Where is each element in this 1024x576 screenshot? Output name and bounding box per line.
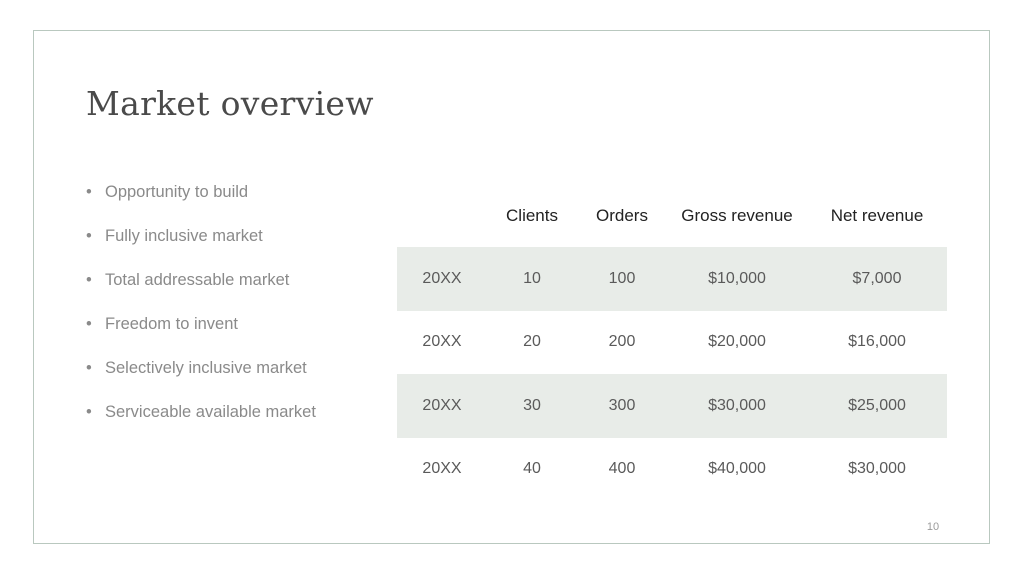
cell-year: 20XX bbox=[397, 374, 487, 438]
bullet-text: Freedom to invent bbox=[105, 315, 238, 333]
cell-clients: 30 bbox=[487, 374, 577, 438]
cell-gross-revenue: $40,000 bbox=[708, 460, 766, 478]
cell-year: 20XX bbox=[422, 460, 462, 478]
cell-orders: 200 bbox=[608, 333, 636, 351]
bullet-list: • Opportunity to build • Fully inclusive m… bbox=[86, 181, 326, 445]
cell-gross-revenue: $30,000 bbox=[667, 374, 807, 438]
bullet-icon: • bbox=[86, 227, 92, 245]
table-row: 20XX 30 300 $30,000 $25,000 bbox=[397, 374, 947, 438]
cell-net-revenue: $7,000 bbox=[807, 247, 947, 311]
bullet-icon: • bbox=[86, 271, 92, 289]
header-net-revenue: Net revenue bbox=[830, 205, 924, 225]
cell-gross-revenue: $10,000 bbox=[667, 247, 807, 311]
cell-orders: 400 bbox=[608, 460, 636, 478]
bullet-icon: • bbox=[86, 403, 92, 421]
cell-orders: 300 bbox=[577, 374, 667, 438]
market-table: Clients Orders Gross revenue Net revenue… bbox=[397, 182, 947, 501]
cell-clients: 10 bbox=[487, 247, 577, 311]
list-item: • Opportunity to build bbox=[86, 181, 326, 203]
bullet-text: Total addressable market bbox=[105, 271, 290, 289]
cell-net-revenue: $30,000 bbox=[848, 460, 906, 478]
header-year bbox=[397, 182, 487, 247]
table-row: 20XX 40 400 $40,000 $30,000 bbox=[397, 438, 947, 502]
header-clients: Clients bbox=[506, 205, 558, 225]
table-row: 20XX 20 200 $20,000 $16,000 bbox=[397, 311, 947, 375]
bullet-text: Fully inclusive market bbox=[105, 227, 263, 245]
slide-frame bbox=[33, 30, 990, 544]
list-item: • Total addressable market bbox=[86, 269, 326, 291]
cell-year: 20XX bbox=[397, 247, 487, 311]
bullet-text: Opportunity to build bbox=[105, 183, 249, 201]
bullet-icon: • bbox=[86, 315, 92, 333]
bullet-text: Selectively inclusive market bbox=[105, 359, 307, 377]
bullet-text: Serviceable available market bbox=[105, 403, 316, 421]
cell-year: 20XX bbox=[422, 333, 462, 351]
page-number: 10 bbox=[926, 521, 940, 533]
cell-orders: 100 bbox=[577, 247, 667, 311]
bullet-icon: • bbox=[86, 183, 92, 201]
list-item: • Selectively inclusive market bbox=[86, 357, 326, 379]
cell-clients: 40 bbox=[523, 460, 541, 478]
cell-gross-revenue: $20,000 bbox=[708, 333, 766, 351]
list-item: • Freedom to invent bbox=[86, 313, 326, 335]
table-row: 20XX 10 100 $10,000 $7,000 bbox=[397, 247, 947, 311]
list-item: • Serviceable available market bbox=[86, 401, 326, 423]
header-orders: Orders bbox=[596, 205, 648, 225]
list-item: • Fully inclusive market bbox=[86, 225, 326, 247]
cell-net-revenue: $16,000 bbox=[848, 333, 906, 351]
cell-net-revenue: $25,000 bbox=[807, 374, 947, 438]
cell-clients: 20 bbox=[523, 333, 541, 351]
bullet-icon: • bbox=[86, 359, 92, 377]
slide-title: Market overview bbox=[86, 84, 374, 123]
table-header-row: Clients Orders Gross revenue Net revenue bbox=[397, 182, 947, 247]
header-gross-revenue: Gross revenue bbox=[681, 205, 793, 225]
